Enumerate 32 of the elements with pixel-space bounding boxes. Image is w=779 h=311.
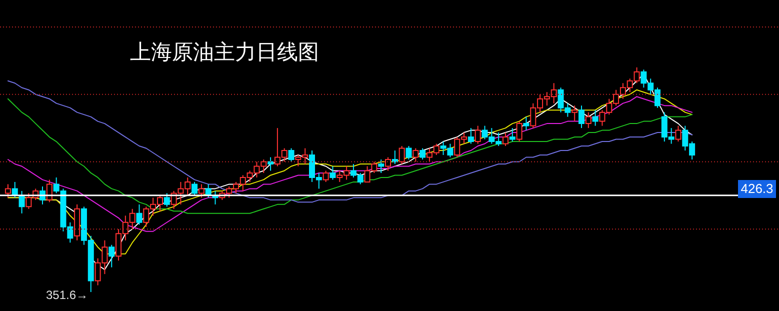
candlestick: [502, 132, 508, 147]
candlestick: [675, 125, 682, 142]
candlestick: [398, 146, 405, 164]
candlestick: [585, 112, 592, 129]
candlestick: [412, 148, 419, 162]
candlestick: [164, 192, 170, 208]
candlestick: [523, 116, 530, 131]
candlestick: [330, 166, 336, 180]
candlestick: [509, 128, 516, 142]
candlestick: [468, 128, 474, 144]
candlestick: [572, 105, 578, 122]
text: 426.3: [740, 181, 774, 196]
candlestick: [406, 146, 412, 160]
annotation: 351.6→: [46, 288, 88, 302]
candlestick: [322, 170, 329, 182]
candlestick: [108, 244, 115, 268]
candlestick: [192, 181, 198, 196]
candlestick: [46, 179, 52, 203]
chart-title: 上海原油主力日线图: [130, 41, 319, 64]
candlestick: [18, 190, 25, 214]
candlestick: [268, 156, 274, 172]
candlestick: [516, 120, 522, 142]
candlestick: [4, 184, 11, 198]
candlestick: [420, 148, 426, 160]
candlestick: [592, 110, 598, 126]
candlestick: [198, 184, 204, 198]
candlestick: [578, 105, 584, 129]
candlestick: [288, 148, 294, 162]
candlestick: [378, 158, 384, 174]
candlestick: [474, 125, 481, 144]
candlestick: [136, 204, 142, 226]
candlestick: [385, 156, 392, 172]
